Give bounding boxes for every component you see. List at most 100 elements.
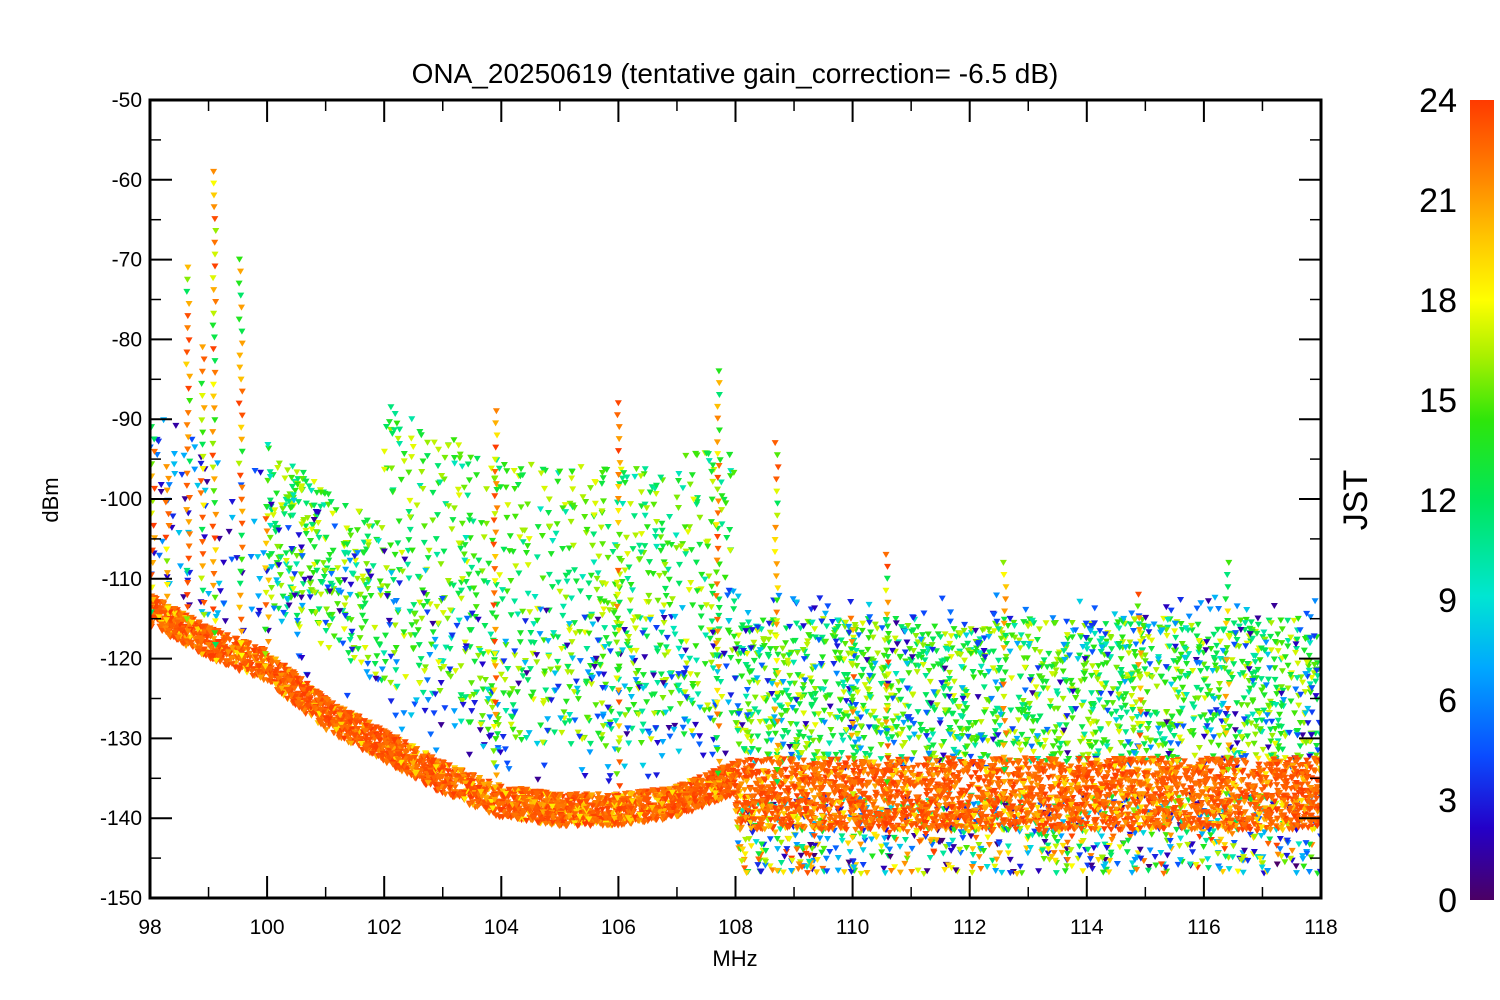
data-point xyxy=(798,750,806,757)
data-point xyxy=(1019,706,1027,713)
data-point xyxy=(1256,657,1264,664)
data-point xyxy=(293,561,301,568)
data-point xyxy=(468,708,476,715)
data-point xyxy=(595,553,603,560)
data-point xyxy=(494,722,502,729)
data-point xyxy=(437,679,445,686)
data-point xyxy=(615,623,623,630)
data-point xyxy=(1003,640,1011,647)
data-point xyxy=(1091,630,1099,637)
data-point xyxy=(500,462,508,469)
data-point xyxy=(1083,646,1091,653)
data-point xyxy=(464,492,472,499)
data-point xyxy=(874,718,882,725)
data-point xyxy=(510,468,518,475)
data-point xyxy=(1144,867,1152,874)
data-point xyxy=(637,739,645,746)
data-point xyxy=(1080,735,1088,742)
data-point xyxy=(1173,666,1181,673)
data-point xyxy=(502,642,510,649)
data-point xyxy=(1152,862,1160,869)
data-point xyxy=(658,520,666,527)
data-point xyxy=(1115,695,1123,702)
data-point xyxy=(479,743,487,750)
data-point xyxy=(473,455,481,462)
data-point xyxy=(579,574,587,581)
data-point xyxy=(1113,861,1121,868)
data-point xyxy=(559,546,567,553)
data-point xyxy=(777,860,785,867)
data-point xyxy=(792,721,800,728)
data-point xyxy=(1068,682,1076,689)
data-point xyxy=(1036,713,1044,720)
data-point xyxy=(474,570,482,577)
data-point xyxy=(808,679,816,686)
data-point xyxy=(960,643,968,650)
data-point xyxy=(1112,708,1120,715)
data-point xyxy=(1244,660,1252,667)
data-point xyxy=(329,547,337,554)
data-point xyxy=(488,683,496,690)
data-point xyxy=(566,718,574,725)
data-point xyxy=(591,500,599,507)
data-point xyxy=(531,593,539,600)
data-point xyxy=(406,514,414,521)
data-point xyxy=(434,463,442,470)
data-point xyxy=(695,741,703,748)
data-point xyxy=(929,742,937,749)
data-point xyxy=(848,706,856,713)
data-point xyxy=(1130,627,1138,634)
data-point xyxy=(428,641,436,648)
data-point xyxy=(784,657,792,664)
data-point xyxy=(359,612,367,619)
data-point xyxy=(947,609,955,616)
data-point xyxy=(521,659,529,666)
data-point xyxy=(402,674,410,681)
data-point xyxy=(1035,673,1043,680)
data-point xyxy=(686,524,694,531)
data-point xyxy=(881,665,889,672)
data-point xyxy=(477,721,485,728)
data-point xyxy=(789,638,797,645)
data-point xyxy=(383,583,391,590)
data-point xyxy=(858,673,866,680)
data-point xyxy=(714,669,722,676)
data-point xyxy=(1155,659,1163,666)
data-point xyxy=(270,605,278,612)
data-point xyxy=(420,539,428,546)
data-point xyxy=(475,557,483,564)
data-point xyxy=(707,659,715,666)
data-point xyxy=(730,606,738,613)
data-point xyxy=(1167,607,1175,614)
data-point xyxy=(709,478,717,485)
data-point xyxy=(533,740,541,747)
data-point xyxy=(637,473,645,480)
data-point xyxy=(639,685,647,692)
data-point xyxy=(797,852,805,859)
data-point xyxy=(682,452,690,459)
data-point xyxy=(405,575,413,582)
data-point xyxy=(1241,620,1249,627)
data-point xyxy=(643,633,651,640)
data-point xyxy=(1264,840,1272,847)
data-point xyxy=(1176,675,1184,682)
data-point xyxy=(786,672,794,679)
data-point xyxy=(874,650,882,657)
data-point xyxy=(940,683,948,690)
data-point xyxy=(1237,617,1245,624)
data-point xyxy=(481,676,489,683)
data-point xyxy=(582,499,590,506)
data-point xyxy=(1062,678,1070,685)
data-point xyxy=(1195,649,1203,656)
data-point xyxy=(1277,703,1285,710)
data-point xyxy=(946,618,954,625)
data-point xyxy=(465,571,473,578)
data-point xyxy=(732,720,740,727)
data-point xyxy=(1135,621,1143,628)
data-point xyxy=(750,677,758,684)
data-point xyxy=(944,682,952,689)
data-point xyxy=(1127,621,1135,628)
data-point xyxy=(607,726,615,733)
data-point xyxy=(485,560,493,567)
data-point xyxy=(1099,869,1107,876)
